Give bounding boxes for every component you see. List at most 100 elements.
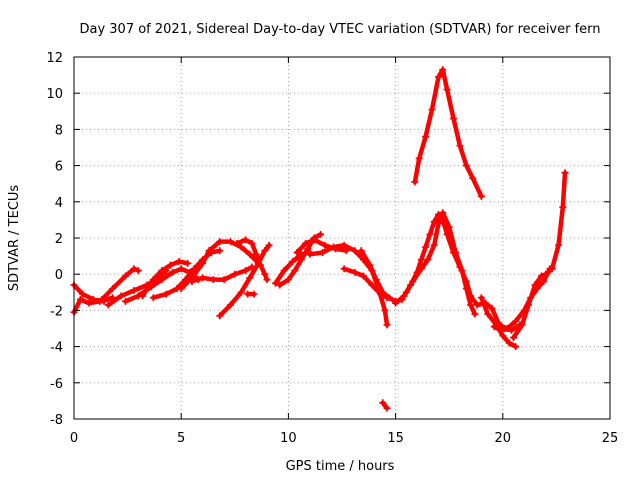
data-point <box>462 162 470 170</box>
axis-ticks: 0 5 10 15 20 25 -8 -6 -4 -2 0 2 4 6 8 10 12 <box>46 51 618 446</box>
series-arc-9 <box>188 263 256 285</box>
x-tick-label: 15 <box>387 431 404 446</box>
data-point <box>385 294 393 302</box>
data-point <box>246 274 254 282</box>
data-point <box>357 247 365 255</box>
data-point <box>488 305 496 313</box>
data-point <box>383 404 391 412</box>
data-point <box>559 203 567 211</box>
series-arc-8 <box>177 238 262 293</box>
data-point <box>205 247 213 255</box>
data-point <box>430 241 438 249</box>
data-point <box>417 256 425 264</box>
data-point <box>490 323 498 331</box>
y-tick-label: 8 <box>55 123 63 138</box>
data-point <box>169 268 177 276</box>
data-point <box>505 339 513 347</box>
data-point <box>130 286 138 294</box>
data-point <box>158 267 166 275</box>
data-point <box>424 256 432 264</box>
x-axis-label: GPS time / hours <box>286 459 395 474</box>
data-point <box>184 259 192 267</box>
data-point <box>531 281 539 289</box>
data-point <box>293 248 301 256</box>
data-point <box>430 218 438 226</box>
data-point <box>209 276 217 284</box>
data-point <box>242 267 250 275</box>
data-point <box>497 326 505 334</box>
data-point <box>473 301 481 309</box>
data-point <box>216 312 224 320</box>
series-arc-3 <box>98 265 142 304</box>
data-point <box>368 281 376 289</box>
data-point <box>188 277 196 285</box>
data-point <box>359 272 367 280</box>
data-point <box>76 296 84 304</box>
data-point <box>537 272 545 280</box>
data-point <box>104 301 112 309</box>
data-point <box>242 236 250 244</box>
data-point <box>246 250 254 258</box>
series-arc-12 <box>244 290 258 298</box>
data-point <box>302 239 310 247</box>
series-arc-19 <box>379 399 391 412</box>
data-point <box>177 285 185 293</box>
data-point <box>381 306 389 314</box>
data-point <box>443 86 451 94</box>
data-point <box>237 288 245 296</box>
data-point <box>512 317 520 325</box>
series-arc-23 <box>490 265 554 334</box>
data-point <box>555 241 563 249</box>
data-point <box>469 174 477 182</box>
data-point <box>319 248 327 256</box>
series-line <box>412 67 484 199</box>
data-point <box>422 133 430 141</box>
data-point <box>503 325 511 332</box>
data-point <box>512 343 520 351</box>
data-point <box>261 247 269 255</box>
data-point <box>98 296 106 304</box>
data-point <box>291 267 299 275</box>
data-point <box>121 297 129 305</box>
data-point <box>467 292 475 300</box>
data-point <box>321 241 329 249</box>
data-point <box>366 261 374 269</box>
data-point <box>383 321 391 329</box>
data-point <box>216 247 224 255</box>
y-tick-label: 2 <box>55 232 63 247</box>
series-line <box>71 282 107 304</box>
y-tick-label: 4 <box>55 196 63 211</box>
data-point <box>220 276 228 284</box>
series-arc-24 <box>510 169 569 342</box>
data-point <box>434 73 442 81</box>
y-tick-label: 10 <box>46 87 63 102</box>
y-tick-label: 6 <box>55 160 63 175</box>
x-tick-label: 5 <box>177 431 185 446</box>
data-point <box>340 265 348 273</box>
data-point <box>265 241 273 249</box>
data-point <box>227 238 235 246</box>
y-tick-label: -8 <box>50 413 63 428</box>
data-point <box>477 192 485 200</box>
x-tick-label: 20 <box>495 431 512 446</box>
series-line <box>511 170 568 340</box>
data-point <box>263 276 271 284</box>
data-point <box>462 277 470 285</box>
data-point <box>139 292 147 300</box>
data-point <box>407 281 415 289</box>
data-point <box>199 259 207 267</box>
data-point <box>400 292 408 300</box>
data-point <box>525 301 533 309</box>
data-point <box>439 66 447 74</box>
data-point <box>252 250 260 258</box>
data-point <box>428 105 436 113</box>
data-point <box>392 299 400 307</box>
x-tick-label: 25 <box>602 431 619 446</box>
data-point <box>289 258 297 266</box>
series-arc-15 <box>293 236 350 256</box>
data-point <box>499 332 507 340</box>
data-point <box>467 301 475 309</box>
series-line <box>307 242 390 328</box>
x-tick-label: 0 <box>70 431 78 446</box>
